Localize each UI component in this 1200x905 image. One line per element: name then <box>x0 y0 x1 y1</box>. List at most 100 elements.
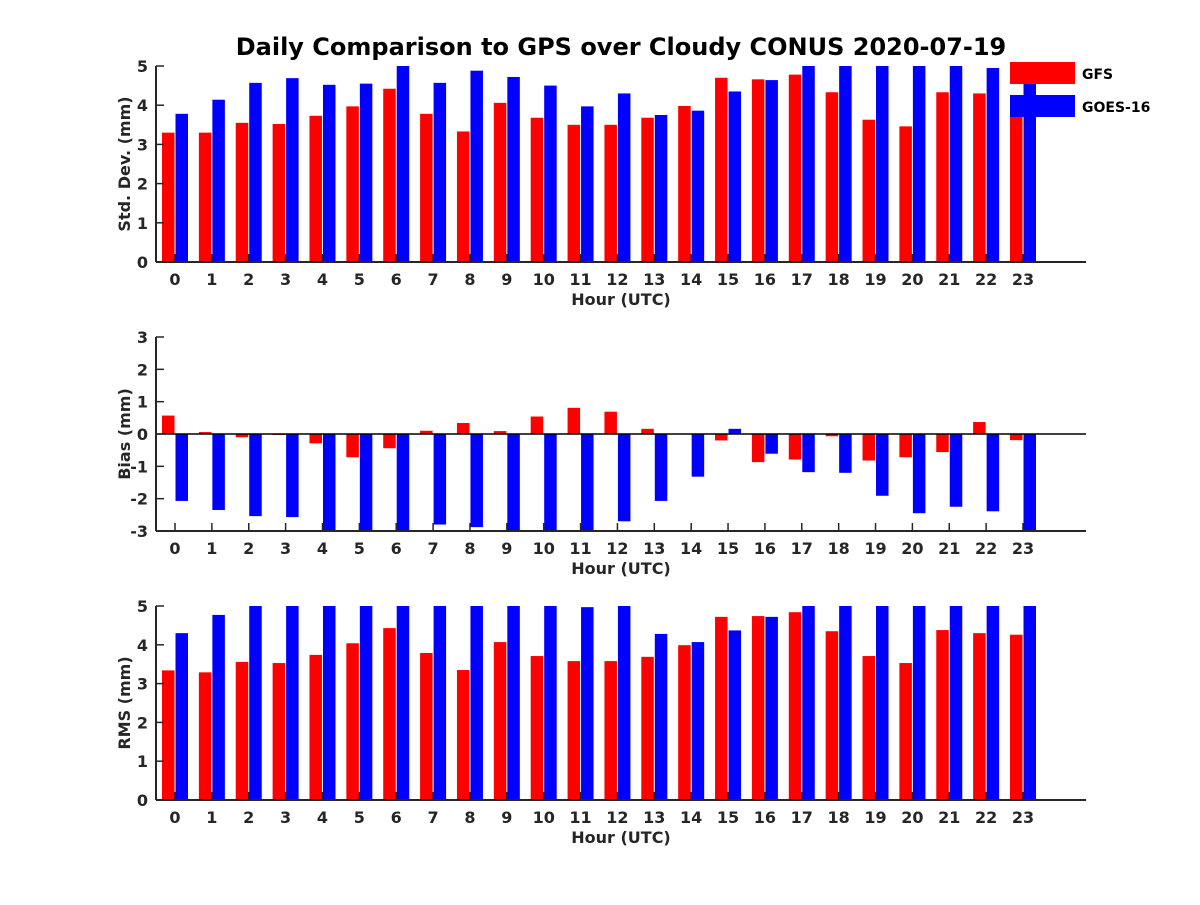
y-tick-label: 1 <box>137 752 148 771</box>
bar-goes-16-hour-1 <box>212 434 225 510</box>
bar-gfs-hour-3 <box>273 124 286 262</box>
x-tick-label: 14 <box>680 808 702 827</box>
bar-gfs-hour-19 <box>863 434 876 461</box>
bar-goes-16-hour-23 <box>1024 434 1037 531</box>
bar-gfs-hour-15 <box>715 617 728 800</box>
x-tick-label: 0 <box>169 808 180 827</box>
bar-goes-16-hour-15 <box>729 630 742 800</box>
x-tick-label: 3 <box>280 539 291 558</box>
x-tick-label: 22 <box>975 270 997 289</box>
bar-gfs-hour-20 <box>899 663 912 800</box>
y-tick-label: 1 <box>137 214 148 233</box>
bar-gfs-hour-20 <box>899 126 912 262</box>
bar-goes-16-hour-4 <box>323 85 336 262</box>
x-tick-label: 11 <box>569 539 591 558</box>
x-axis-label: Hour (UTC) <box>571 290 671 309</box>
x-tick-label: 18 <box>828 808 850 827</box>
x-tick-label: 7 <box>428 539 439 558</box>
bar-goes-16-hour-11 <box>581 434 594 531</box>
x-tick-label: 4 <box>317 539 328 558</box>
x-tick-label: 6 <box>391 808 402 827</box>
bar-gfs-hour-12 <box>604 125 617 262</box>
x-tick-label: 20 <box>901 539 923 558</box>
x-tick-label: 21 <box>938 808 960 827</box>
x-tick-label: 3 <box>280 270 291 289</box>
bar-goes-16-hour-5 <box>360 84 373 262</box>
bar-gfs-hour-23 <box>1010 113 1023 262</box>
bar-gfs-hour-4 <box>309 434 322 443</box>
y-tick-label: 2 <box>137 175 148 194</box>
bar-goes-16-hour-13 <box>655 434 668 501</box>
bar-gfs-hour-2 <box>236 123 249 262</box>
bar-gfs-hour-23 <box>1010 434 1023 440</box>
bar-goes-16-hour-4 <box>323 434 336 531</box>
x-tick-label: 19 <box>864 539 886 558</box>
bar-goes-16-hour-1 <box>212 615 225 800</box>
x-tick-label: 14 <box>680 539 702 558</box>
bar-gfs-hour-4 <box>309 655 322 800</box>
bar-gfs-hour-15 <box>715 78 728 262</box>
chart-title: Daily Comparison to GPS over Cloudy CONU… <box>236 33 1007 61</box>
bar-gfs-hour-15 <box>715 434 728 440</box>
x-tick-label: 13 <box>643 539 665 558</box>
bar-gfs-hour-22 <box>973 633 986 800</box>
x-tick-label: 12 <box>606 270 628 289</box>
x-tick-label: 5 <box>354 539 365 558</box>
bar-gfs-hour-4 <box>309 116 322 262</box>
bar-gfs-hour-16 <box>752 616 765 800</box>
bar-goes-16-hour-21 <box>950 66 963 262</box>
bar-goes-16-hour-3 <box>286 434 299 517</box>
x-tick-label: 16 <box>754 808 776 827</box>
bar-goes-16-hour-8 <box>470 71 483 262</box>
bar-gfs-hour-6 <box>383 628 396 800</box>
y-tick-label: 4 <box>137 96 148 115</box>
x-tick-label: 11 <box>569 270 591 289</box>
y-axis-label: Bias (mm) <box>115 388 134 480</box>
x-tick-label: 23 <box>1012 270 1034 289</box>
x-tick-label: 15 <box>717 808 739 827</box>
bar-gfs-hour-16 <box>752 434 765 462</box>
bar-goes-16-hour-19 <box>876 66 889 262</box>
bar-gfs-hour-8 <box>457 670 470 800</box>
x-tick-label: 1 <box>206 539 217 558</box>
bar-goes-16-hour-10 <box>544 434 557 531</box>
bar-gfs-hour-2 <box>236 662 249 800</box>
x-tick-label: 19 <box>864 808 886 827</box>
bar-gfs-hour-7 <box>420 653 433 800</box>
bar-goes-16-hour-7 <box>434 606 447 800</box>
bar-gfs-hour-1 <box>199 133 212 262</box>
bar-goes-16-hour-9 <box>507 606 519 800</box>
x-tick-label: 17 <box>791 808 813 827</box>
y-tick-label: 3 <box>137 328 148 347</box>
bar-goes-16-hour-9 <box>507 434 519 531</box>
bar-gfs-hour-9 <box>494 103 507 262</box>
bar-goes-16-hour-13 <box>655 115 668 262</box>
bar-gfs-hour-19 <box>863 656 876 800</box>
bar-goes-16-hour-20 <box>913 606 926 800</box>
y-tick-label: 0 <box>137 253 148 272</box>
y-tick-label: 0 <box>137 425 148 444</box>
x-tick-label: 2 <box>243 539 254 558</box>
x-tick-label: 15 <box>717 270 739 289</box>
bar-goes-16-hour-16 <box>765 80 778 262</box>
bar-goes-16-hour-0 <box>176 434 189 501</box>
y-axis-label: RMS (mm) <box>115 656 134 749</box>
bar-goes-16-hour-21 <box>950 606 963 800</box>
legend-label-gfs: GFS <box>1082 67 1113 83</box>
x-tick-label: 16 <box>754 539 776 558</box>
bar-gfs-hour-18 <box>826 631 839 800</box>
bar-goes-16-hour-8 <box>470 434 483 527</box>
y-tick-label: 0 <box>137 791 148 810</box>
bar-goes-16-hour-3 <box>286 78 299 262</box>
bar-gfs-hour-0 <box>162 670 175 800</box>
bar-gfs-hour-12 <box>604 412 617 434</box>
bar-gfs-hour-12 <box>604 661 617 800</box>
x-axis-label: Hour (UTC) <box>571 559 671 578</box>
bar-goes-16-hour-4 <box>323 606 336 800</box>
bar-gfs-hour-17 <box>789 434 802 460</box>
